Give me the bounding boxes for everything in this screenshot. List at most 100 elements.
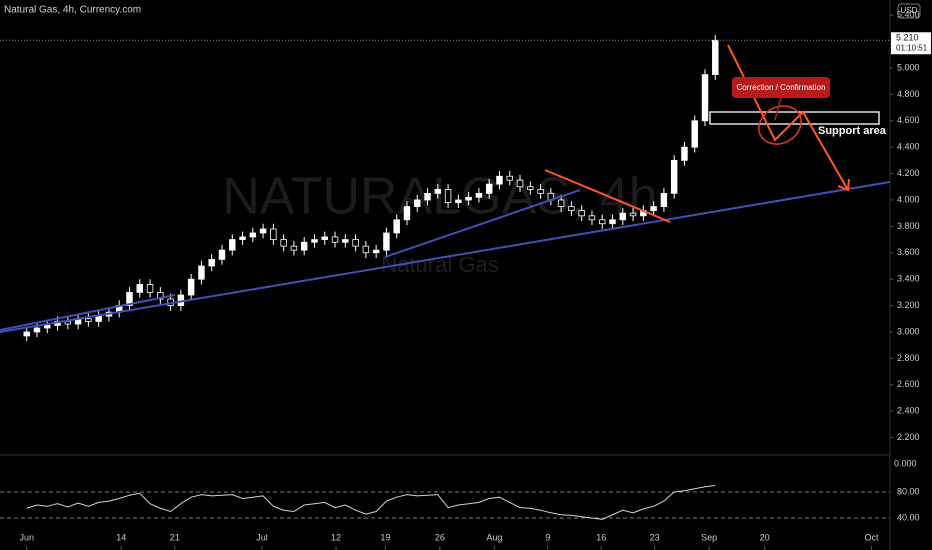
candle-body	[23, 331, 30, 337]
y-tick-label: 4.200	[897, 168, 920, 178]
candle-body	[33, 327, 41, 333]
candle-body	[527, 186, 534, 190]
x-tick-label: 16	[596, 532, 606, 542]
x-tick-label: 21	[170, 532, 180, 542]
y-tick-label: 5.400	[897, 10, 920, 20]
watermark: NATURALGAS, 4h	[222, 168, 657, 226]
x-tick-label: Jun	[19, 532, 34, 542]
candle-body	[157, 291, 164, 300]
x-tick-label: 19	[380, 532, 390, 542]
y-tick-label: 4.600	[897, 115, 920, 125]
candle-body	[218, 249, 226, 260]
y-tick-label: 4.000	[897, 194, 920, 204]
candle-body	[424, 192, 431, 201]
candle-body	[280, 239, 287, 247]
currency-badge	[897, 3, 921, 19]
candle-body	[599, 219, 606, 225]
candle-body	[650, 206, 657, 211]
x-tick-label: Jul	[256, 532, 268, 542]
x-tick-label: 26	[435, 532, 445, 542]
candle-body	[270, 228, 277, 240]
trend-line	[0, 294, 176, 331]
last-price-box	[891, 32, 931, 55]
candle-body	[95, 315, 102, 322]
candle-body	[383, 232, 390, 251]
indicator-tick-label: 40.00	[897, 512, 920, 522]
candle-body	[629, 212, 637, 217]
indicator-line	[26, 485, 716, 520]
currency: USD	[901, 6, 918, 15]
candle-body	[465, 196, 472, 201]
y-tick-label: 2.600	[897, 379, 920, 389]
support-box	[709, 111, 880, 125]
candle-body	[496, 175, 503, 185]
candle-body	[568, 206, 575, 211]
candle-body	[403, 206, 411, 221]
candle-body	[712, 39, 719, 75]
candle-body	[136, 284, 143, 293]
candle-body	[311, 239, 318, 243]
y-tick-label: 2.400	[897, 406, 920, 416]
candle-body	[578, 210, 585, 217]
candle-body	[557, 199, 565, 207]
candle-body	[362, 245, 370, 254]
candle-body	[229, 239, 236, 251]
y-tick-label: 3.000	[897, 326, 920, 336]
trend-line	[544, 169, 671, 223]
candle-body	[342, 239, 349, 243]
candle-body	[434, 189, 442, 194]
candle-body	[609, 219, 616, 225]
y-tick-label: 2.800	[897, 353, 920, 363]
x-tick-label: 23	[650, 532, 660, 542]
y-tick-label: 3.400	[897, 274, 920, 284]
indicator-tick-label: 80.00	[897, 486, 920, 496]
candle-body	[455, 199, 462, 204]
candle-body	[485, 183, 493, 194]
candle-body	[331, 236, 339, 243]
candle-body	[393, 219, 400, 234]
x-tick-label: Aug	[486, 532, 502, 542]
y-tick-label: 4.400	[897, 142, 920, 152]
candle-body	[187, 278, 195, 296]
last-price-label: 5.210	[896, 33, 919, 43]
y-tick-label: 2.200	[897, 432, 920, 442]
projection-path	[727, 44, 849, 191]
candle-body	[372, 249, 380, 254]
x-tick-label: 14	[116, 532, 126, 542]
callout-text: Correction / Confirmation	[737, 83, 826, 92]
candle-body	[249, 232, 257, 238]
callout-box	[732, 77, 830, 98]
candle-body	[670, 159, 678, 194]
trend-line	[384, 189, 581, 258]
candle-body	[475, 192, 483, 198]
chart-title: Natural Gas, 4h, Currency.com	[4, 5, 141, 16]
y-tick-label: 3.200	[897, 300, 920, 310]
candle-body	[506, 175, 513, 181]
x-tick-label: Sep	[701, 532, 717, 542]
candle-body	[208, 258, 215, 267]
candle-body	[619, 212, 627, 221]
candle-body	[321, 236, 328, 240]
arrow-head	[837, 178, 850, 192]
support-label: Support area	[818, 125, 887, 137]
candle-body	[414, 199, 421, 207]
y-tick-label: 3.600	[897, 247, 920, 257]
candle-body	[126, 291, 133, 306]
y-tick-label: 5.000	[897, 62, 920, 72]
candle-body	[681, 146, 688, 161]
y-tick-label: 3.800	[897, 221, 920, 231]
candle-body	[198, 265, 205, 280]
candle-body	[660, 192, 668, 207]
marks	[23, 34, 719, 342]
indicator-value: 0.000	[894, 458, 917, 468]
candle-body	[537, 189, 544, 194]
candle-body	[300, 241, 308, 251]
candle-body	[44, 324, 51, 329]
candle-body	[290, 245, 298, 251]
trend-line	[0, 181, 891, 333]
candle-body	[85, 318, 92, 322]
candle-body	[588, 215, 596, 221]
x-tick-label: 20	[760, 532, 770, 542]
x-tick-label: Oct	[864, 532, 879, 542]
callout-pointer	[774, 96, 782, 121]
